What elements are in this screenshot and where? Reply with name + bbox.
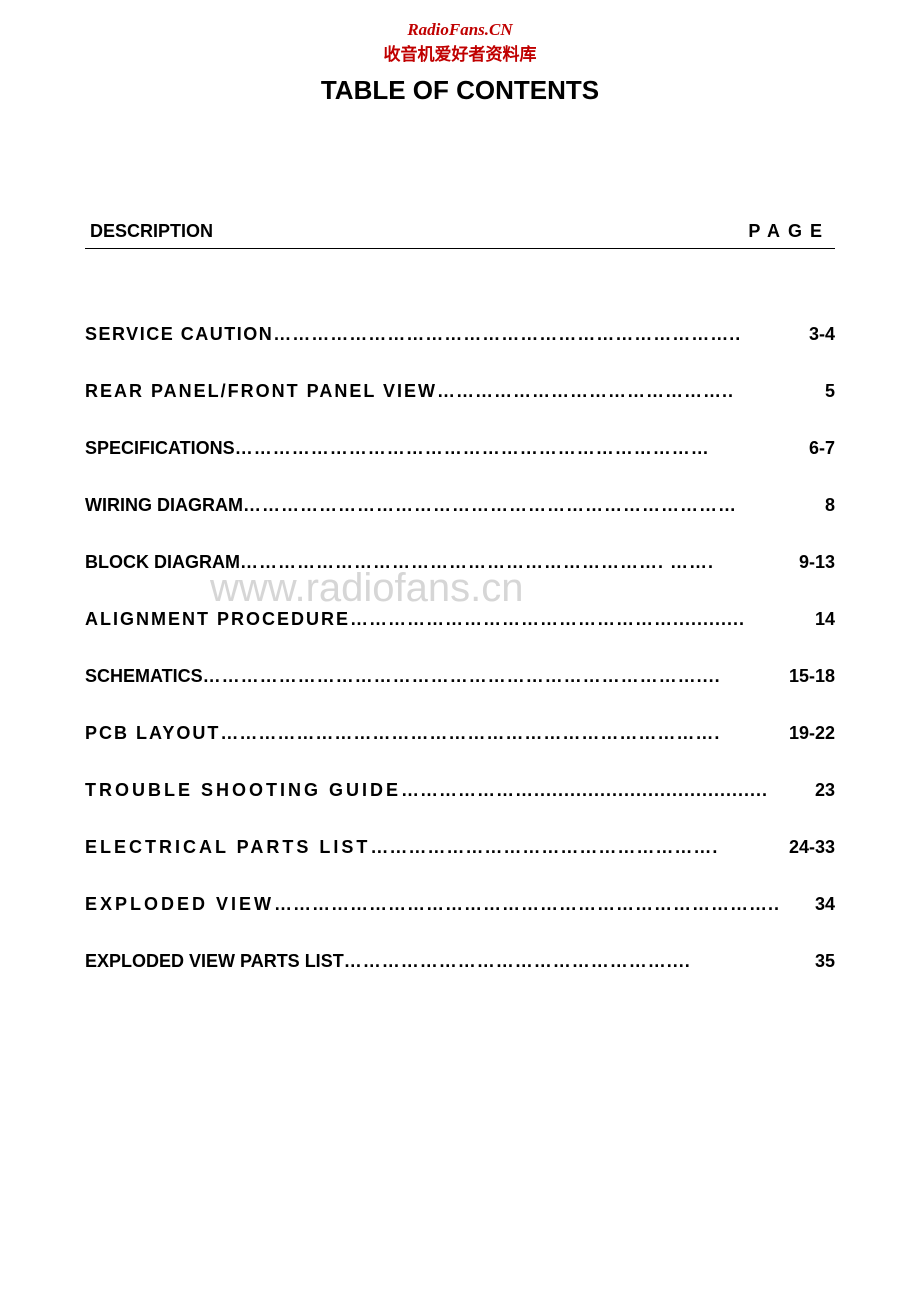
toc-entry-label: SPECIFICATIONS (85, 438, 235, 459)
toc-entry-label: SCHEMATICS (85, 666, 203, 687)
watermark-subtitle: 收音机爱好者资料库 (85, 40, 835, 65)
toc-entry-page: 9-13 (799, 552, 835, 573)
watermark-header: RadioFans.CN 收音机爱好者资料库 (85, 20, 835, 65)
toc-entry-page: 6-7 (809, 438, 835, 459)
toc-entry-page: 34 (815, 894, 835, 915)
toc-entry-page: 35 (815, 951, 835, 972)
toc-entry-page: 8 (825, 495, 835, 516)
toc-entry-page: 23 (815, 780, 835, 801)
toc-entry-dots: …………………………………………….... (344, 951, 815, 972)
page-title: TABLE OF CONTENTS (85, 75, 835, 106)
toc-entry-dots: ……………………………………….. (437, 381, 825, 402)
toc-header-row: DESCRIPTION PAGE (85, 221, 835, 249)
header-page-label: PAGE (748, 221, 830, 242)
watermark-title: RadioFans.CN (85, 20, 835, 40)
toc-entry-page: 15-18 (789, 666, 835, 687)
toc-entry-dots: …………………………………………………………. ……. (240, 552, 799, 573)
toc-entry-page: 14 (815, 609, 835, 630)
toc-entry-page: 24-33 (789, 837, 835, 858)
toc-entry-label: PCB LAYOUT (85, 723, 220, 744)
toc-entry-label: ALIGNMENT PROCEDURE (85, 609, 350, 630)
toc-entry-dots: ……………………………………………………………….. (273, 324, 809, 345)
toc-entry: SCHEMATICS……………………………………………………………………....… (85, 666, 835, 687)
toc-entry-label: ELECTRICAL PARTS LIST (85, 837, 370, 858)
toc-entry: ALIGNMENT PROCEDURE……………………………………………....… (85, 609, 835, 630)
toc-entry-dots: ………………………………………………………………… (235, 438, 809, 459)
toc-entry-dots: ………………….................................… (401, 780, 815, 801)
toc-entry: BLOCK DIAGRAM…………………………………………………………. …….… (85, 552, 835, 573)
toc-entries-container: SERVICE CAUTION……………………………………………………………….… (85, 324, 835, 972)
toc-entry-label: EXPLODED VIEW (85, 894, 274, 915)
toc-entry: EXPLODED VIEW…………………………………………………………………….… (85, 894, 835, 915)
toc-entry-dots: …………………………………………………………………… (243, 495, 825, 516)
toc-entry: SPECIFICATIONS…………………………………………………………………6… (85, 438, 835, 459)
toc-entry-page: 5 (825, 381, 835, 402)
toc-entry: TROUBLE SHOOTING GUIDE…………………...........… (85, 780, 835, 801)
toc-entry-page: 3-4 (809, 324, 835, 345)
toc-entry-label: SERVICE CAUTION (85, 324, 273, 345)
toc-entry: REAR PANEL/FRONT PANEL VIEW…………………………………… (85, 381, 835, 402)
toc-entry-dots: ………………………………………………. (370, 837, 789, 858)
page-container: RadioFans.CN 收音机爱好者资料库 TABLE OF CONTENTS… (0, 0, 920, 972)
toc-entry: WIRING DIAGRAM……………………………………………………………………… (85, 495, 835, 516)
toc-entry-label: WIRING DIAGRAM (85, 495, 243, 516)
toc-entry: PCB LAYOUT…………………………………………………………………….19-… (85, 723, 835, 744)
toc-entry-dots: ……………………………………………............ (350, 609, 815, 630)
header-description-label: DESCRIPTION (90, 221, 213, 242)
toc-entry-dots: …………………………………………………………………….. (274, 894, 815, 915)
toc-entry-label: BLOCK DIAGRAM (85, 552, 240, 573)
toc-entry-page: 19-22 (789, 723, 835, 744)
toc-entry-label: TROUBLE SHOOTING GUIDE (85, 780, 401, 801)
toc-entry: SERVICE CAUTION……………………………………………………………….… (85, 324, 835, 345)
toc-entry: ELECTRICAL PARTS LIST……………………………………………….… (85, 837, 835, 858)
toc-entry-label: EXPLODED VIEW PARTS LIST (85, 951, 344, 972)
toc-entry-label: REAR PANEL/FRONT PANEL VIEW (85, 381, 437, 402)
toc-entry-dots: ……………………………………………………………………. (220, 723, 789, 744)
toc-entry: EXPLODED VIEW PARTS LIST…………………………………………… (85, 951, 835, 972)
toc-entry-dots: …………………………………………………………………….... (203, 666, 789, 687)
